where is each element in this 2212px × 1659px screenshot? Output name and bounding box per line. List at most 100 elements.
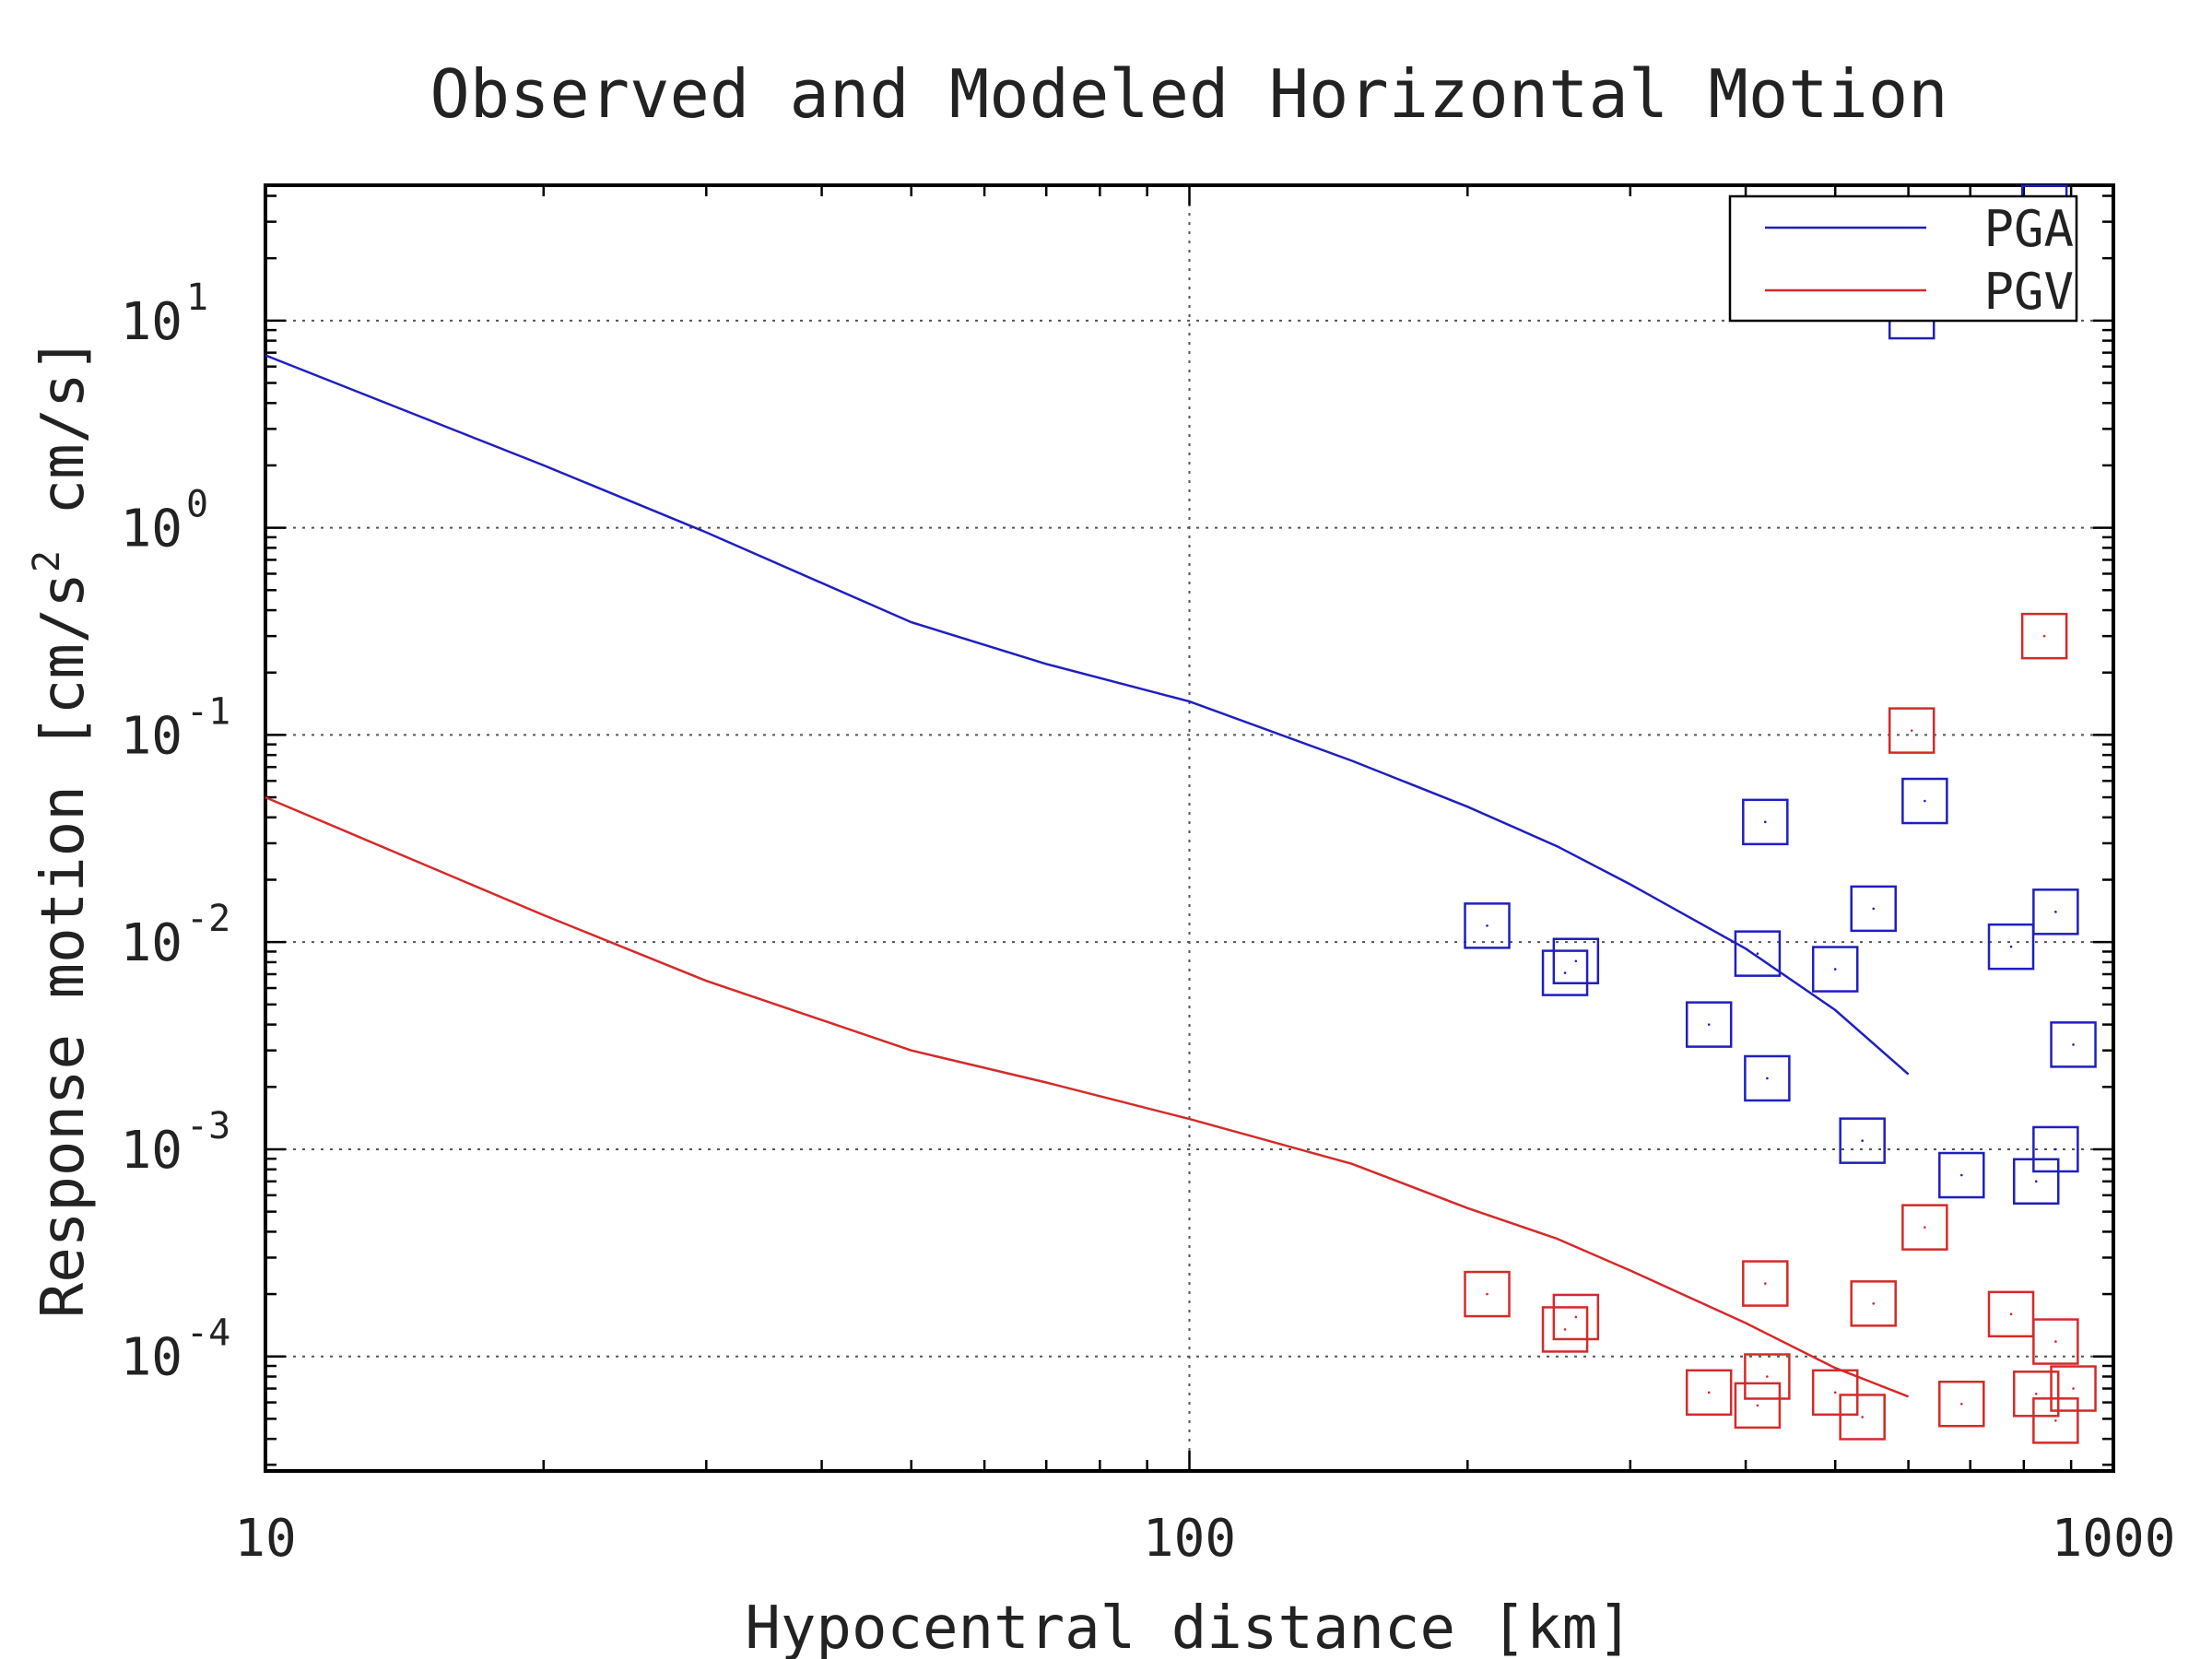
series-pgv-marker-dot [1924,1226,1926,1229]
y-tick-label: 10 0 [121,484,209,559]
series-pgv-marker-dot [2054,1340,2057,1343]
series-pgv [265,612,2097,1444]
series-pga-marker-dot [1959,1173,1963,1177]
y-tick-label-exponent: -3 [186,1105,230,1147]
series-pga-marker [1938,1151,1985,1199]
series-pga-marker [2032,1125,2079,1173]
legend-box [1728,194,2078,323]
series-pga-marker-dot [1924,799,1926,803]
y-tick-label-exponent: -1 [186,690,230,733]
series-pga-marker [2050,1021,2097,1068]
legend-label-pga: PGA [1983,200,2074,258]
y-tick-label: 10 -3 [121,1105,231,1181]
series-pgv-marker [1541,1306,1589,1353]
series-pga-marker-dot [1574,959,1578,963]
legend: PGA PGV [1728,194,2078,323]
grid-lines [265,185,2113,1471]
chart-title: Observed and Modeled Horizontal Motion [429,55,1947,133]
series-pgv-marker-dot [1764,1282,1767,1285]
series-pga-curve [265,354,1910,1076]
series-pgv-marker [1552,1293,1600,1341]
series-pga-marker [1552,937,1600,984]
y-tick-label-exponent: 1 [186,276,208,319]
y-tick-label-base: 10 [121,1121,182,1181]
y-axis-label: Response motion [cm/s2 cm/s] [26,337,98,1318]
series-pga-marker-dot [1833,968,1837,971]
series-pga-marker [1811,946,1859,993]
series-pgv-marker [1685,1369,1733,1417]
series-pgv-marker [2050,1365,2097,1412]
x-axis-label: Hypocentral distance [km] [745,1594,1632,1659]
series-pga-marker-dot [1707,1023,1711,1026]
series-pgv-marker-dot [2054,1419,2057,1422]
series-pga-marker-dot [2034,1180,2038,1183]
series-pgv-marker-dot [1574,1315,1578,1319]
series-pgv-marker [1938,1380,1985,1428]
series-pgv-curve [265,795,1910,1398]
series-pga-marker [1850,885,1897,933]
series-pgv-marker [1888,707,1936,754]
series-pgv-marker-dot [1833,1391,1837,1394]
series-pga-marker [1901,777,1948,825]
y-tick-label: 10 -1 [121,690,231,766]
series-pga-marker-dot [1486,924,1488,927]
series-pgv-marker-dot [1756,1404,1759,1407]
x-tick-labels: 10 100 1000 [234,1509,2175,1569]
y-tick-label: 10 -2 [121,898,231,973]
series-pga-marker [2032,888,2079,935]
series-pgv-marker-dot [1486,1292,1488,1296]
series-pgv-marker-dot [2072,1387,2075,1390]
series-pgv-marker-dot [1766,1375,1769,1378]
series-pgv-marker [1850,1280,1897,1327]
series-pgv-marker [2032,1318,2079,1365]
series-pgv-marker [1464,1270,1511,1318]
series-pga-marker [1987,923,2035,971]
series-pgv-marker-dot [2034,1392,2038,1395]
series-layer [265,184,2097,1444]
series-pgv-marker-dot [1707,1391,1711,1394]
y-tick-label-base: 10 [121,706,182,766]
y-tick-label-exponent: 0 [186,484,208,526]
y-tick-label-base: 10 [121,1328,182,1388]
series-pgv-marker-dot [1910,729,1913,732]
y-axis-label-unit: cm/s] [29,337,98,550]
series-pga-marker [1734,930,1782,977]
series-pga-marker-dot [1872,907,1876,911]
y-tick-label: 10 1 [121,276,209,352]
series-pgv-marker [1811,1369,1859,1417]
series-pga-marker-dot [1764,820,1767,824]
series-pga-marker [1742,798,1789,846]
series-pga-marker-dot [1861,1139,1864,1142]
series-pga-marker-dot [2009,945,2013,948]
series-pga-marker [1464,902,1511,949]
series-pga-marker-dot [2054,911,2057,913]
series-pgv-marker [1839,1394,1886,1441]
series-pgv-marker [2032,1397,2079,1444]
series-pgv-marker [1744,1353,1791,1400]
series-pga-marker-dot [1756,952,1759,955]
series-pga-marker [1744,1054,1791,1102]
x-tick-label: 100 [1143,1509,1236,1569]
series-pgv-marker-dot [2042,634,2046,638]
y-tick-label-exponent: -4 [186,1312,230,1355]
series-pgv-marker [2020,612,2068,660]
series-pgv-marker [2012,1371,2060,1418]
x-tick-label: 1000 [2052,1509,2176,1569]
legend-label-pgv: PGV [1983,263,2074,321]
series-pgv-marker-dot [1872,1302,1876,1305]
series-pgv-marker [1901,1204,1948,1251]
y-tick-label-exponent: -2 [186,898,230,940]
series-pga-marker [1541,949,1589,996]
y-tick-label: 10 -4 [121,1312,231,1388]
series-pga [265,184,2097,1206]
series-pgv-marker-dot [1959,1402,1963,1406]
series-pga-marker-dot [1563,971,1567,974]
series-pgv-marker [1734,1382,1782,1430]
series-pga-marker-dot [2072,1043,2075,1046]
series-pgv-marker-dot [1563,1328,1567,1331]
y-axis-label-main: Response motion [cm/s [29,572,98,1318]
series-pga-marker [1685,1001,1733,1048]
y-axis-label-superscript: 2 [26,550,68,572]
series-pgv-marker-dot [1861,1416,1864,1418]
